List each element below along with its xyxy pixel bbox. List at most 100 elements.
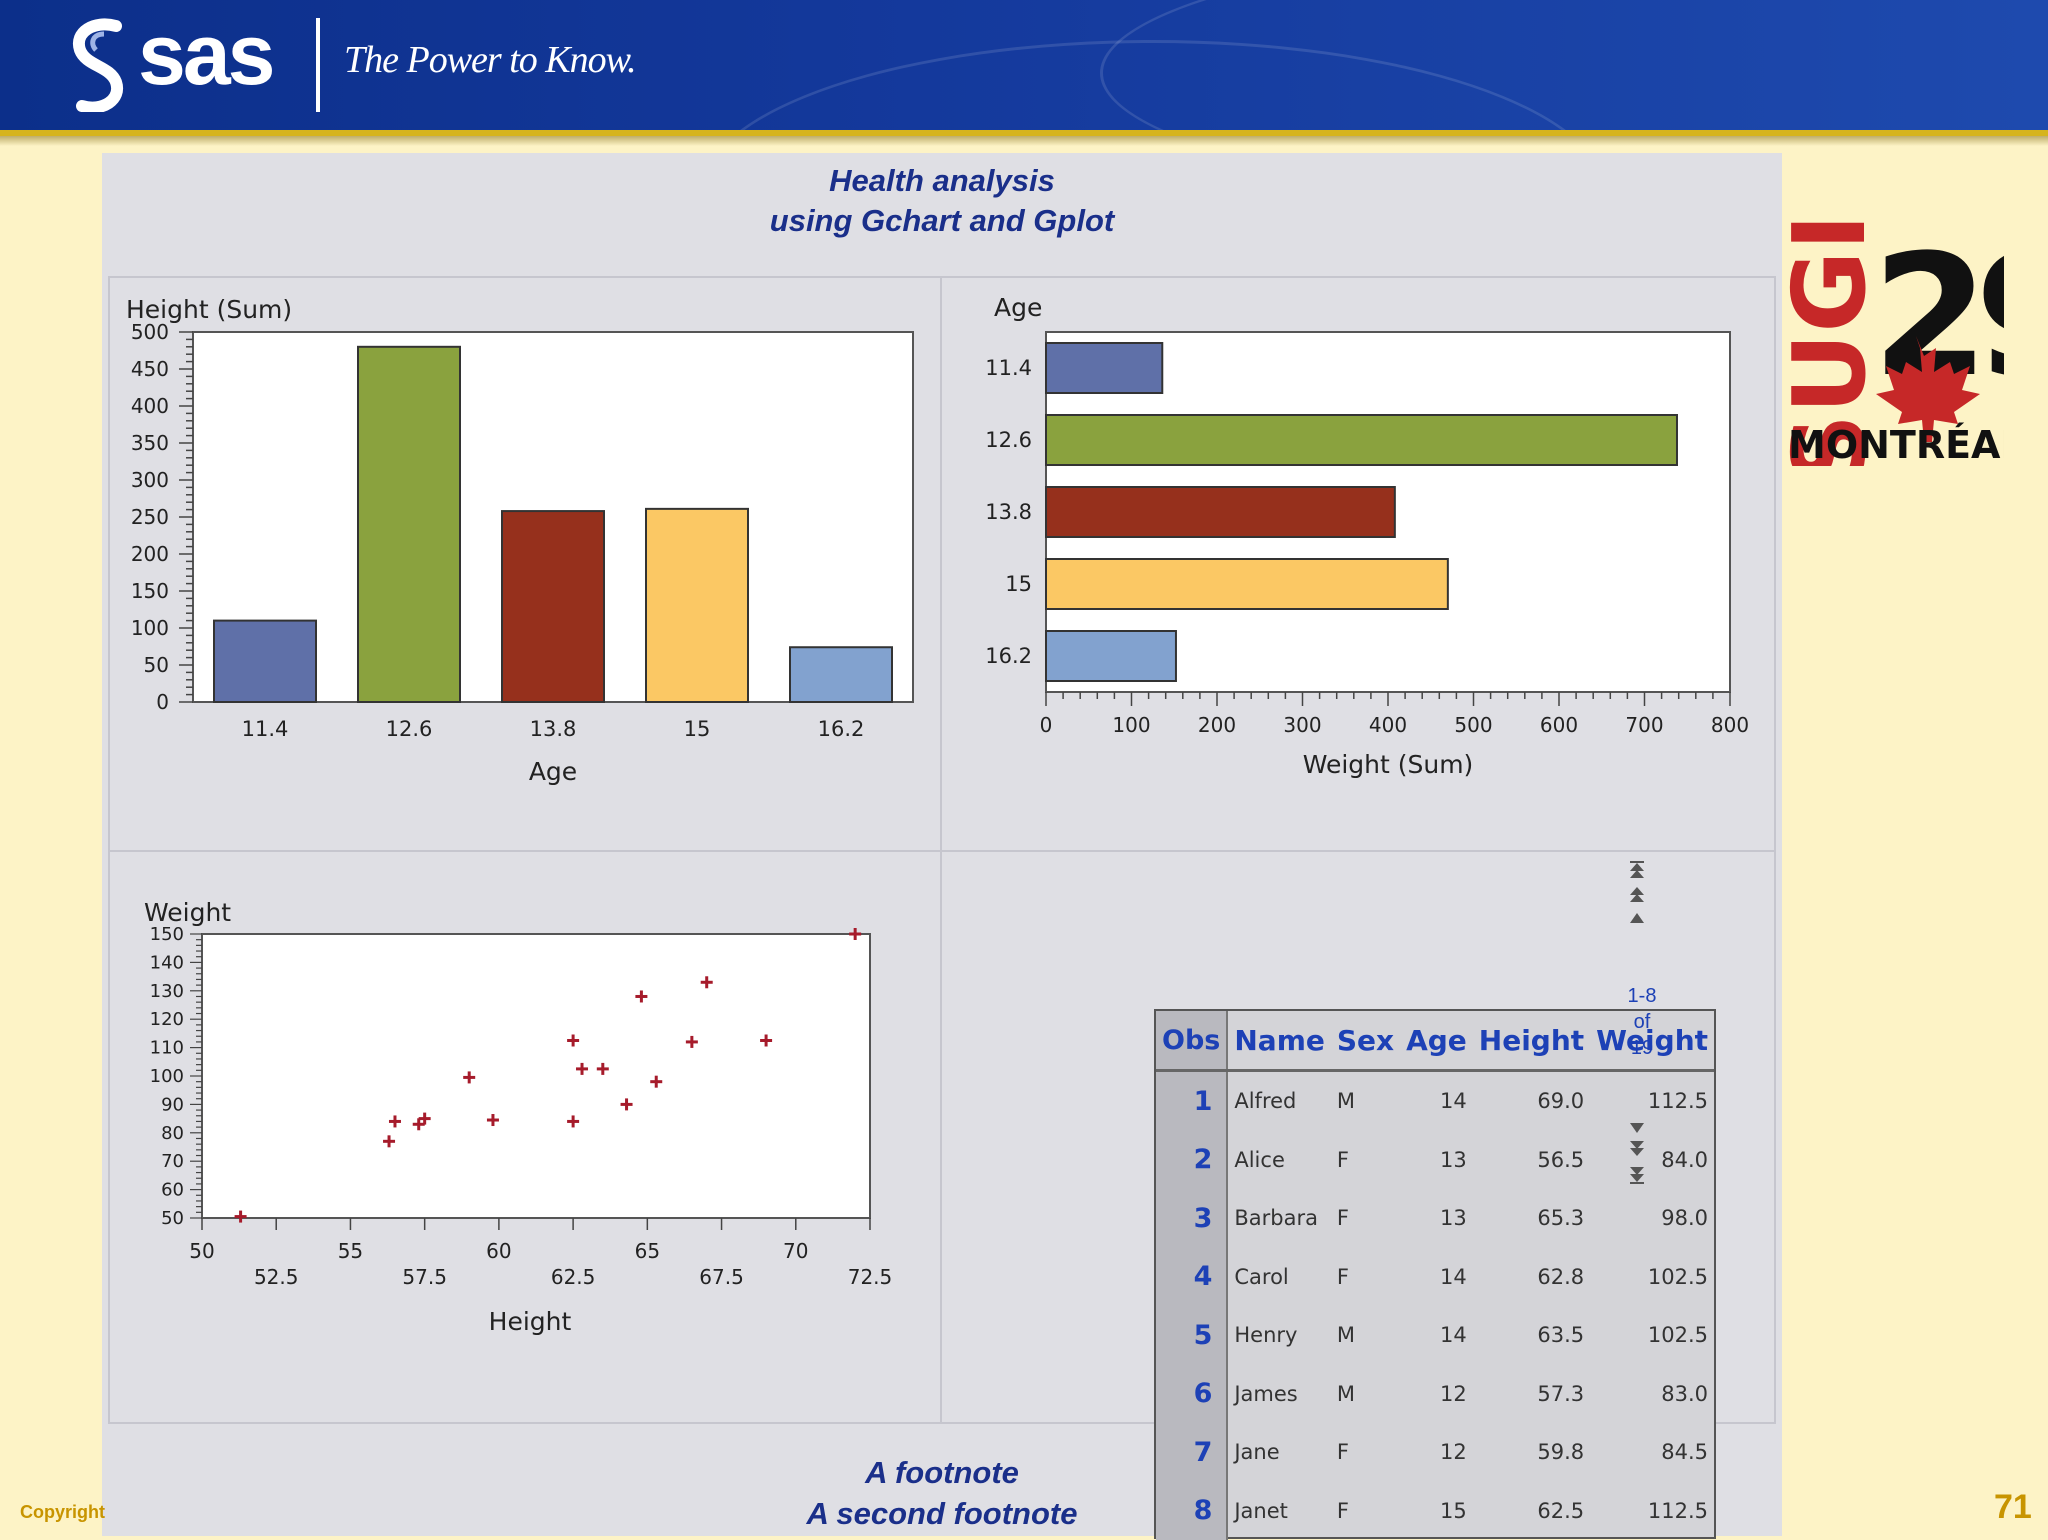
x-axis-label: Weight (Sum) <box>1303 750 1474 779</box>
first-page-icon[interactable] <box>1630 861 1644 878</box>
y-tick-label: 70 <box>161 1151 184 1172</box>
tagline: The Power to Know. <box>344 38 636 82</box>
x-tick-label: 200 <box>1198 713 1236 737</box>
y-category-label: 16.2 <box>985 644 1032 668</box>
cell-age: 13 <box>1400 1131 1473 1190</box>
cell-sex: M <box>1331 1071 1400 1131</box>
cell-obs: 5 <box>1156 1306 1227 1365</box>
y-tick-label: 130 <box>150 981 184 1002</box>
x-tick-label: 55 <box>338 1239 363 1263</box>
y-category-label: 12.6 <box>985 428 1032 452</box>
y-tick-label: 150 <box>131 579 169 603</box>
table-row: 5 Henry M 14 63.5 102.5 <box>1156 1306 1714 1365</box>
table-row: 6 James M 12 57.3 83.0 <box>1156 1365 1714 1424</box>
x-tick-label: 70 <box>783 1239 808 1263</box>
x-tick-label: 65 <box>635 1239 660 1263</box>
report-panel: Health analysis using Gchart and Gplot H… <box>102 153 1782 1536</box>
cell-age: 14 <box>1400 1248 1473 1307</box>
y-category-label: 13.8 <box>985 500 1032 524</box>
cell-obs: 3 <box>1156 1189 1227 1248</box>
cell-height: 56.5 <box>1473 1131 1590 1190</box>
bar <box>1046 343 1162 393</box>
y-tick-label: 250 <box>131 505 169 529</box>
bar <box>502 511 604 702</box>
montreal-text: MONTRÉAL <box>1788 423 2004 466</box>
cell-obs: 6 <box>1156 1365 1227 1424</box>
y-tick-label: 500 <box>131 320 169 344</box>
page-down-icon[interactable] <box>1630 1141 1644 1156</box>
bar <box>1046 487 1395 537</box>
cell-sex: F <box>1331 1248 1400 1307</box>
header-banner: sas The Power to Know. <box>0 0 2048 130</box>
cell-weight: 102.5 <box>1590 1248 1714 1307</box>
y-tick-label: 80 <box>161 1123 184 1144</box>
col-header-obs[interactable]: Obs <box>1156 1011 1227 1071</box>
x-tick-label: 300 <box>1283 713 1321 737</box>
page-up-icon[interactable] <box>1630 887 1644 902</box>
pager-range-total: 19 <box>1622 1035 1662 1061</box>
sugi-29-montreal-logo: SUGI 29 MONTRÉAL <box>1784 176 2004 466</box>
y-tick-label: 50 <box>161 1208 184 1229</box>
y-tick-label: 150 <box>150 924 184 945</box>
y-tick-label: 0 <box>156 690 169 714</box>
col-header-sex[interactable]: Sex <box>1331 1011 1400 1071</box>
logo-divider <box>316 18 320 112</box>
report-title-line1: Health analysis <box>102 163 1782 199</box>
next-row-icon[interactable] <box>1630 1123 1644 1133</box>
bar <box>214 621 316 702</box>
cell-name: Barbara <box>1227 1189 1331 1248</box>
height-bar-chart: Height (Sum) 050100150200250300350400450… <box>108 276 942 852</box>
cell-age: 14 <box>1400 1306 1473 1365</box>
header-swoosh <box>1100 0 2048 130</box>
previous-row-icon[interactable] <box>1630 913 1644 923</box>
bar <box>1046 631 1176 681</box>
pager-bottom-controls <box>1628 1119 1648 1199</box>
bar <box>358 347 460 702</box>
x-tick-label: 13.8 <box>530 717 577 741</box>
cell-weight: 112.5 <box>1590 1071 1714 1131</box>
x-tick-label: 57.5 <box>402 1265 447 1289</box>
footnote-1: A footnote <box>102 1455 1782 1491</box>
cell-weight: 102.5 <box>1590 1306 1714 1365</box>
chart-title: Age <box>994 293 1042 322</box>
x-tick-label: 52.5 <box>254 1265 299 1289</box>
y-tick-label: 140 <box>150 952 184 973</box>
bar <box>1046 559 1448 609</box>
y-tick-label: 300 <box>131 468 169 492</box>
y-tick-label: 50 <box>144 653 169 677</box>
col-header-age[interactable]: Age <box>1400 1011 1473 1071</box>
cell-height: 57.3 <box>1473 1365 1590 1424</box>
bar <box>790 647 892 702</box>
y-category-label: 15 <box>1005 572 1032 596</box>
x-tick-label: 62.5 <box>551 1265 596 1289</box>
cell-name: Alice <box>1227 1131 1331 1190</box>
y-tick-label: 200 <box>131 542 169 566</box>
x-axis-label: Age <box>529 757 577 786</box>
header-shadow <box>0 136 2048 146</box>
y-tick-label: 60 <box>161 1180 184 1201</box>
sas-logo-icon <box>64 18 136 112</box>
copyright: Copyright <box>20 1502 105 1523</box>
col-header-name[interactable]: Name <box>1227 1011 1331 1071</box>
cell-weight: 98.0 <box>1590 1189 1714 1248</box>
pager-range-of: of <box>1622 1009 1662 1035</box>
cell-sex: M <box>1331 1365 1400 1424</box>
slide-number: 71 <box>1994 1488 2032 1527</box>
x-tick-label: 67.5 <box>699 1265 744 1289</box>
bar <box>1046 415 1677 465</box>
pager-range-start: 1-8 <box>1622 983 1662 1009</box>
y-tick-label: 100 <box>150 1066 184 1087</box>
cell-weight: 83.0 <box>1590 1365 1714 1424</box>
col-header-height[interactable]: Height <box>1473 1011 1590 1071</box>
x-tick-label: 12.6 <box>386 717 433 741</box>
cell-age: 12 <box>1400 1365 1473 1424</box>
last-page-icon[interactable] <box>1630 1167 1644 1184</box>
sas-logo-text: sas <box>138 6 273 105</box>
y-tick-label: 450 <box>131 357 169 381</box>
bar <box>646 509 748 702</box>
x-tick-label: 100 <box>1112 713 1150 737</box>
cell-name: Carol <box>1227 1248 1331 1307</box>
pager-top-controls <box>1628 857 1648 937</box>
cell-obs: 2 <box>1156 1131 1227 1190</box>
